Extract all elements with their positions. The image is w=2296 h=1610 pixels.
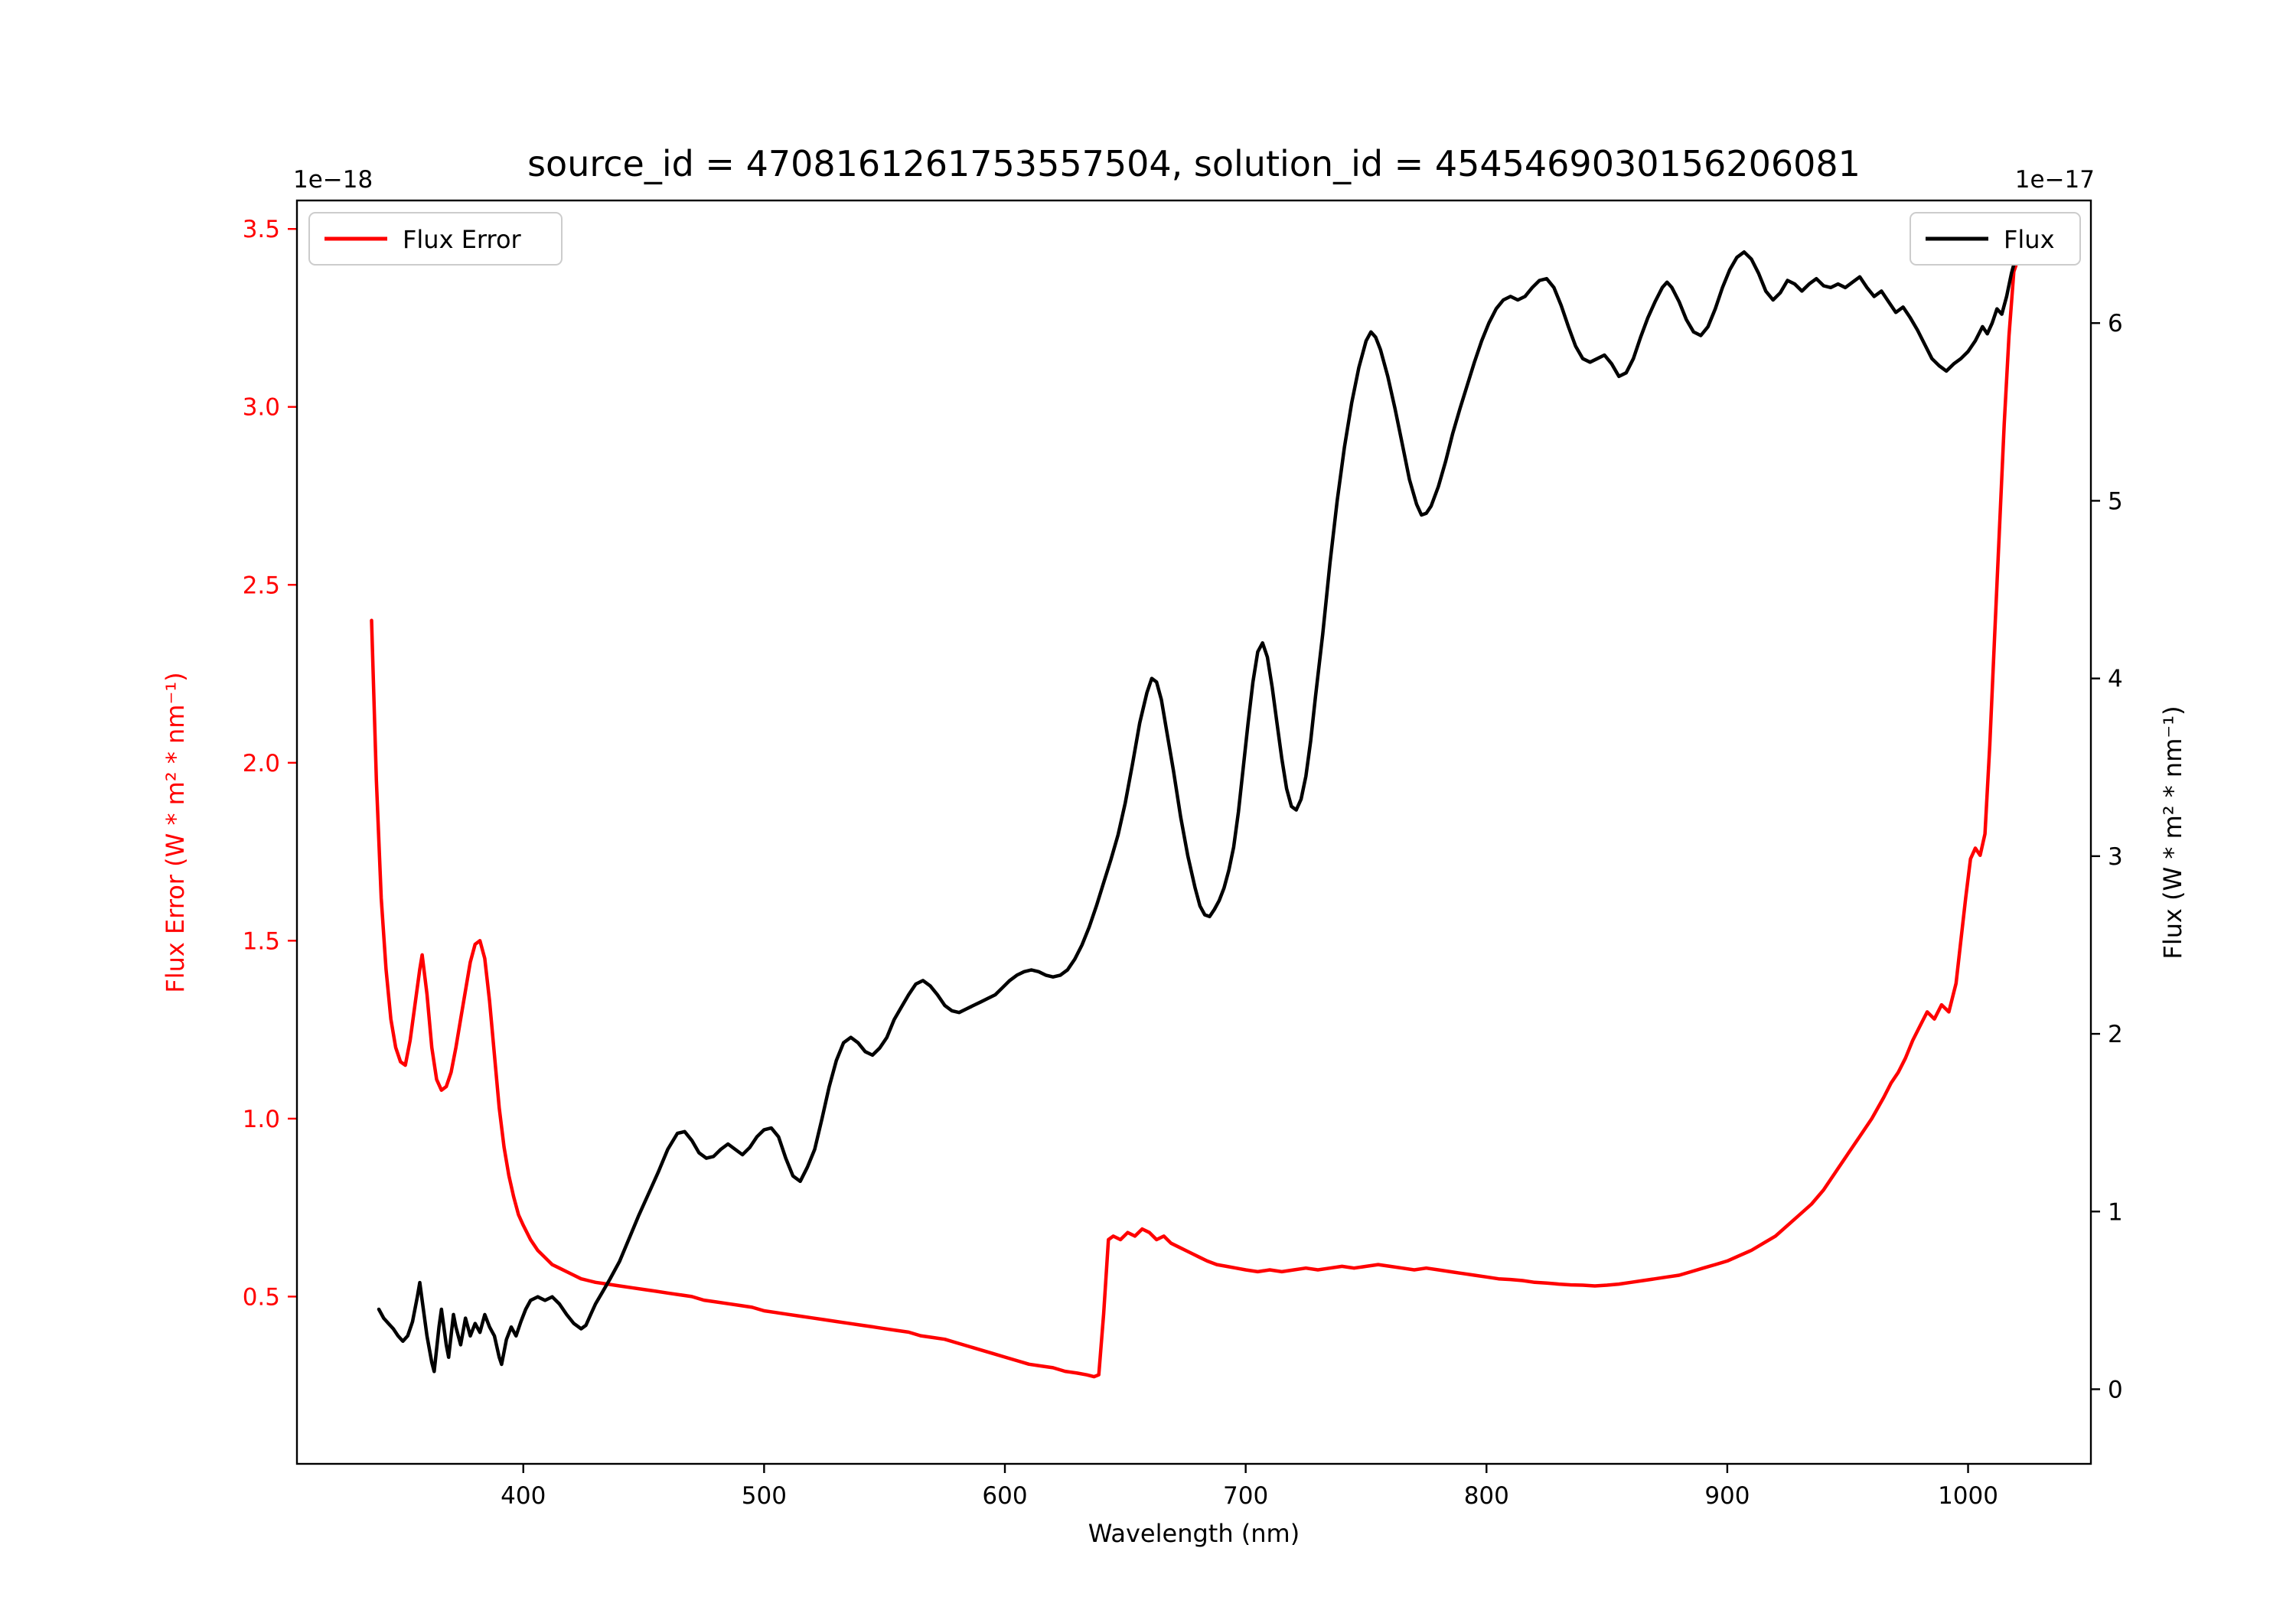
legend-flux: Flux [1910, 212, 2081, 266]
right-y-tick-label: 1 [2108, 1198, 2123, 1226]
left-y-tick-label: 3.0 [243, 394, 280, 422]
x-tick-label: 1000 [1938, 1482, 1998, 1510]
series-line-flux [377, 250, 2018, 1374]
left-y-tick-label: 2.0 [243, 750, 280, 777]
right-y-tick-label: 4 [2108, 666, 2123, 693]
x-tick-label: 900 [1704, 1482, 1750, 1510]
legend-flux-label: Flux [2004, 225, 2055, 254]
left-y-axis-label: Flux Error (W * m² * nm⁻¹) [161, 672, 190, 992]
plot-title: source_id = 4708161261753557504, solutio… [527, 143, 1861, 184]
right-y-tick-label: 2 [2108, 1021, 2123, 1048]
data-series [370, 250, 2020, 1379]
x-tick-label: 700 [1223, 1482, 1268, 1510]
right-y-tick-label: 0 [2108, 1376, 2123, 1403]
x-tick-label: 800 [1464, 1482, 1509, 1510]
left-y-tick-label: 1.5 [243, 927, 280, 955]
legend-flux-error-label: Flux Error [403, 225, 522, 254]
right-y-axis-label: Flux (W * m² * nm⁻¹) [2158, 706, 2187, 959]
x-tick-label: 600 [982, 1482, 1027, 1510]
right-y-tick-label: 6 [2108, 310, 2123, 337]
axes-spines [295, 199, 2092, 1465]
left-y-tick-label: 3.5 [243, 216, 280, 243]
left-y-tick-label: 0.5 [243, 1283, 280, 1311]
legend-flux-error: Flux Error [308, 212, 563, 266]
legend-flux-error-box [308, 212, 563, 266]
right-axis-offset-text: 1e−17 [2015, 166, 2095, 194]
left-y-tick-label: 1.0 [243, 1106, 280, 1133]
axis-ticks: 400 500 600 700 800 900 1000 0.5 1.0 1.5 2.0 2.5 3.0… [243, 216, 2123, 1510]
series-line-flux-error [370, 256, 2020, 1379]
x-axis-label: Wavelength (nm) [1088, 1519, 1300, 1548]
x-tick-label: 500 [742, 1482, 787, 1510]
right-y-tick-label: 5 [2108, 487, 2123, 515]
legend-flux-box [1910, 212, 2081, 266]
right-y-tick-label: 3 [2108, 843, 2123, 871]
left-axis-offset-text: 1e−18 [293, 166, 373, 194]
left-y-tick-label: 2.5 [243, 572, 280, 599]
x-tick-label: 400 [501, 1482, 546, 1510]
